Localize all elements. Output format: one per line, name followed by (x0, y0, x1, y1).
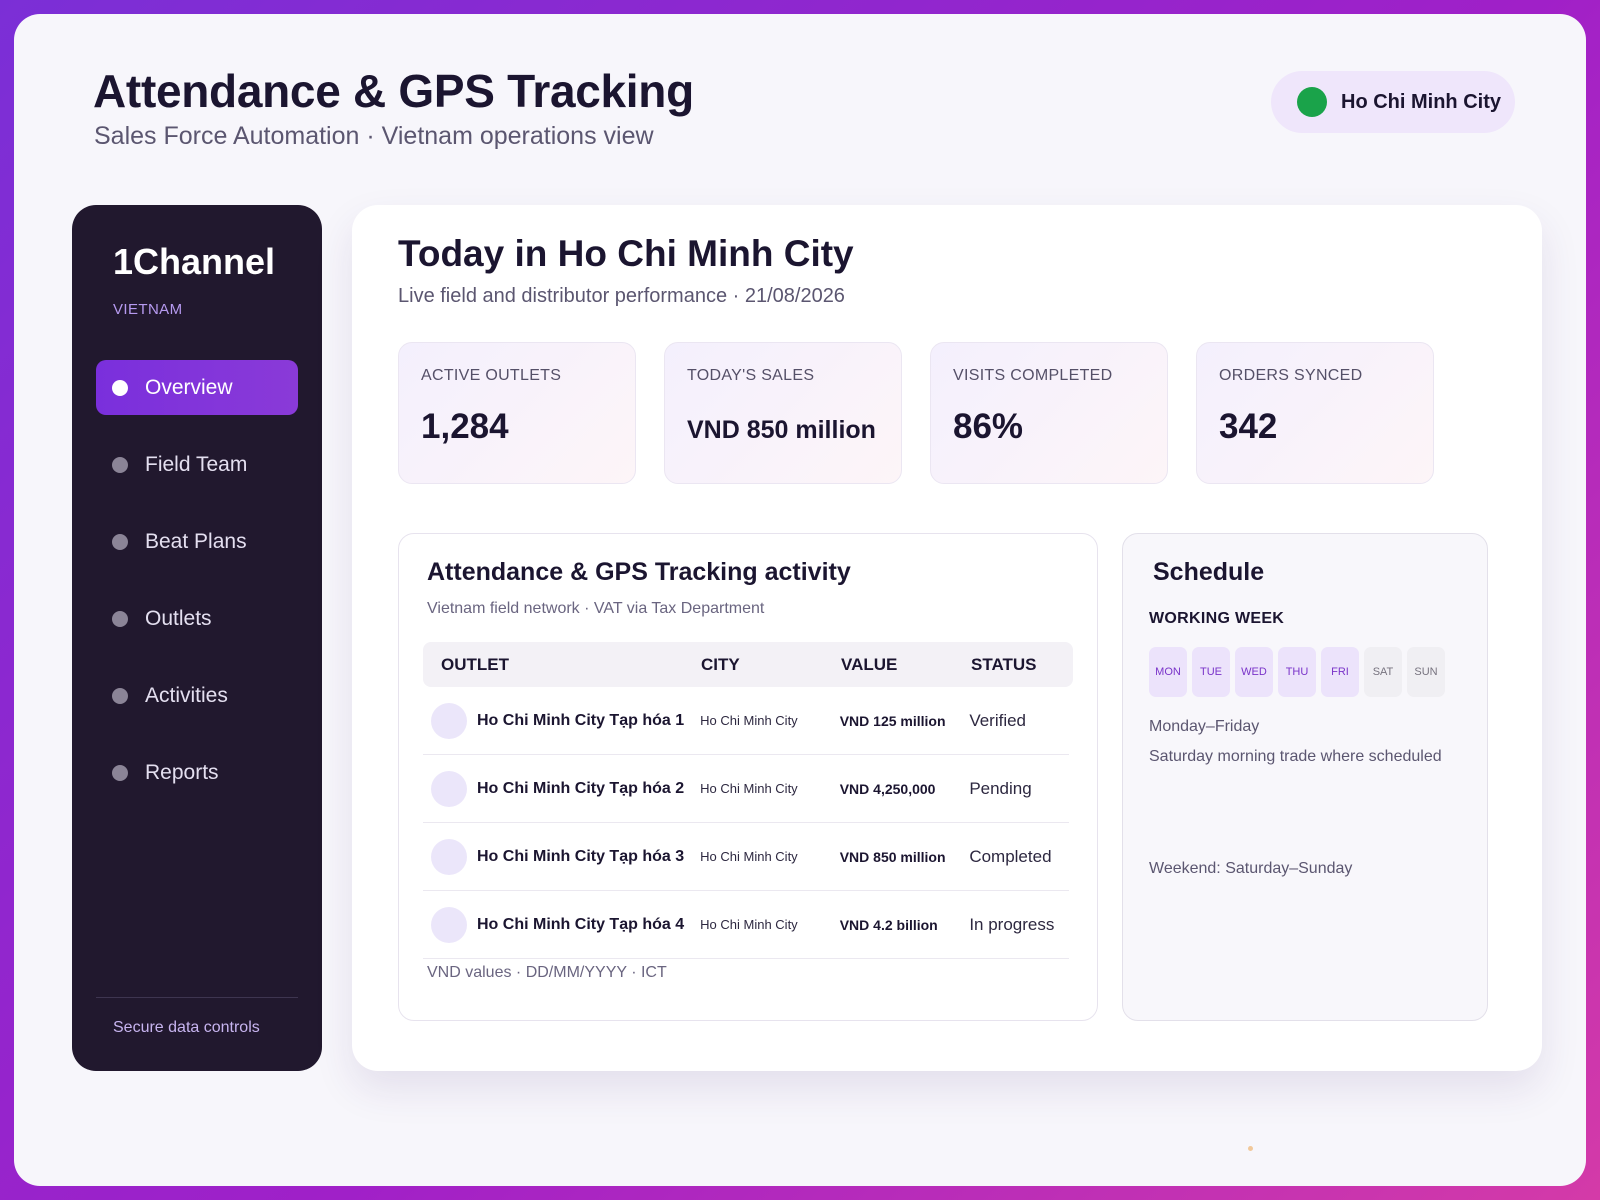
status-badge: Pending (969, 778, 1032, 798)
outlet-value: VND 4.2 billion (839, 916, 938, 933)
kpi-value: 86% (953, 407, 1024, 446)
outlet-name: Ho Chi Minh City Tạp hóa 1 (477, 711, 685, 729)
app-window: Attendance & GPS Tracking Sales Force Au… (14, 14, 1586, 1186)
schedule-weekend: Weekend: Saturday–Sunday (1149, 860, 1353, 877)
day-chip-wed: WED (1235, 647, 1273, 697)
sidebar-item-label: Beat Plans (145, 529, 247, 553)
day-chip-mon: MON (1149, 647, 1187, 697)
status-badge: Verified (969, 710, 1027, 730)
sidebar-item-label: Activities (145, 683, 228, 707)
nav-dot-icon (112, 610, 128, 627)
outlet-value: VND 125 million (839, 712, 946, 729)
outlet-name: Ho Chi Minh City Tạp hóa 2 (477, 779, 685, 797)
outlet-city: Ho Chi Minh City (700, 849, 798, 864)
city-selector[interactable]: Ho Chi Minh City (1271, 71, 1515, 133)
nav-dot-icon (112, 764, 128, 781)
page-subtitle: Sales Force Automation · Vietnam operati… (94, 122, 654, 150)
status-badge: In progress (969, 914, 1055, 934)
table-header: OUTLET CITY VALUE STATUS (423, 642, 1073, 687)
activity-subtitle: Vietnam field network · VAT via Tax Depa… (427, 600, 765, 617)
column-header-value[interactable]: VALUE (841, 654, 898, 674)
sidebar-item-activities[interactable]: Activities (96, 668, 298, 723)
sidebar-item-overview[interactable]: Overview (96, 360, 298, 415)
day-chip-sun: SUN (1407, 647, 1445, 697)
column-header-city[interactable]: CITY (701, 654, 740, 674)
outlet-name: Ho Chi Minh City Tạp hóa 3 (477, 847, 685, 865)
nav-dot-icon (112, 379, 128, 396)
working-week-days: MON TUE WED THU FRI SAT SUN (1149, 647, 1450, 697)
kpi-card-orders-synced: ORDERS SYNCED 342 (1196, 342, 1434, 484)
outlet-city: Ho Chi Minh City (700, 713, 798, 728)
sidebar-divider (96, 997, 298, 998)
kpi-card-active-outlets: ACTIVE OUTLETS 1,284 (398, 342, 636, 484)
avatar (431, 702, 467, 739)
city-selector-label: Ho Chi Minh City (1341, 90, 1501, 113)
day-chip-fri: FRI (1321, 647, 1359, 697)
decorative-dot (1248, 1146, 1253, 1151)
sidebar-item-reports[interactable]: Reports (96, 745, 298, 800)
nav-dot-icon (112, 456, 128, 473)
status-dot-icon (1297, 87, 1327, 117)
column-header-status[interactable]: STATUS (971, 654, 1037, 674)
table-row[interactable]: Ho Chi Minh City Tạp hóa 3 Ho Chi Minh C… (423, 823, 1069, 891)
schedule-hours: Monday–Friday (1149, 718, 1260, 735)
working-week-label: WORKING WEEK (1149, 610, 1285, 627)
kpi-value: VND 850 million (687, 416, 876, 444)
main-panel: Today in Ho Chi Minh City Live field and… (352, 205, 1542, 1071)
table-row[interactable]: Ho Chi Minh City Tạp hóa 4 Ho Chi Minh C… (423, 891, 1069, 959)
avatar (431, 838, 467, 875)
kpi-label: TODAY'S SALES (687, 367, 815, 384)
sidebar-item-field-team[interactable]: Field Team (96, 437, 298, 492)
brand-country: VIETNAM (113, 301, 183, 318)
page-title: Attendance & GPS Tracking (93, 65, 694, 117)
kpi-label: ORDERS SYNCED (1219, 367, 1363, 384)
nav-dot-icon (112, 533, 128, 550)
schedule-panel: Schedule WORKING WEEK MON TUE WED THU FR… (1122, 533, 1488, 1021)
schedule-title: Schedule (1153, 558, 1265, 586)
nav-dot-icon (112, 687, 128, 704)
brand-logo: 1Channel (113, 241, 276, 282)
activity-footer: VND values · DD/MM/YYYY · ICT (427, 964, 667, 981)
schedule-note: Saturday morning trade where scheduled (1149, 748, 1442, 765)
sidebar-item-label: Overview (145, 375, 233, 399)
sidebar-item-label: Outlets (145, 606, 212, 630)
outlet-city: Ho Chi Minh City (700, 917, 798, 932)
activity-panel: Attendance & GPS Tracking activity Vietn… (398, 533, 1098, 1021)
kpi-label: ACTIVE OUTLETS (421, 367, 562, 384)
secure-data-link[interactable]: Secure data controls (113, 1019, 260, 1036)
table-row[interactable]: Ho Chi Minh City Tạp hóa 1 Ho Chi Minh C… (423, 687, 1069, 755)
activity-table: OUTLET CITY VALUE STATUS Ho Chi Minh Cit… (423, 642, 1073, 959)
kpi-row: ACTIVE OUTLETS 1,284 TODAY'S SALES VND 8… (398, 342, 1462, 484)
sidebar-item-beat-plans[interactable]: Beat Plans (96, 514, 298, 569)
sidebar: 1Channel VIETNAM Overview Field Team Bea… (72, 205, 322, 1071)
outlet-name: Ho Chi Minh City Tạp hóa 4 (477, 915, 685, 933)
table-row[interactable]: Ho Chi Minh City Tạp hóa 2 Ho Chi Minh C… (423, 755, 1069, 823)
main-subtitle: Live field and distributor performance ·… (398, 285, 845, 307)
column-header-outlet[interactable]: OUTLET (441, 654, 509, 674)
kpi-value: 1,284 (421, 407, 509, 446)
avatar (431, 906, 467, 943)
outlet-city: Ho Chi Minh City (700, 781, 798, 796)
main-title: Today in Ho Chi Minh City (398, 233, 854, 274)
outlet-value: VND 850 million (839, 848, 946, 865)
sidebar-item-label: Field Team (145, 452, 248, 476)
sidebar-item-outlets[interactable]: Outlets (96, 591, 298, 646)
activity-title: Attendance & GPS Tracking activity (427, 558, 851, 586)
day-chip-tue: TUE (1192, 647, 1230, 697)
kpi-label: VISITS COMPLETED (953, 367, 1113, 384)
status-badge: Completed (969, 846, 1052, 866)
avatar (431, 770, 467, 807)
sidebar-nav: Overview Field Team Beat Plans Outlets A… (96, 360, 298, 822)
sidebar-item-label: Reports (145, 760, 219, 784)
kpi-card-visits-completed: VISITS COMPLETED 86% (930, 342, 1168, 484)
day-chip-sat: SAT (1364, 647, 1402, 697)
kpi-card-todays-sales: TODAY'S SALES VND 850 million (664, 342, 902, 484)
outlet-value: VND 4,250,000 (839, 780, 936, 797)
kpi-value: 342 (1219, 407, 1278, 446)
day-chip-thu: THU (1278, 647, 1316, 697)
